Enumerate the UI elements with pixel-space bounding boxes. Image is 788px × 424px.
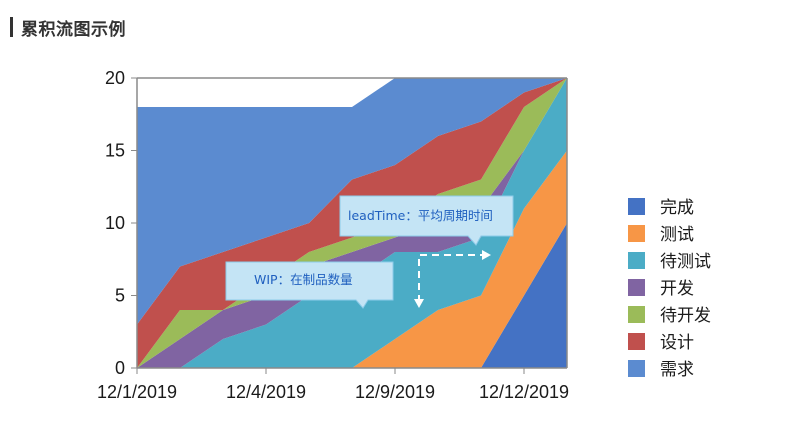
legend-label-4: 待开发 xyxy=(660,306,711,326)
legend-swatch-3 xyxy=(628,279,645,296)
wip-callout xyxy=(225,261,394,309)
area-series-0 xyxy=(137,223,567,368)
wip-arrowhead-icon xyxy=(414,299,424,308)
annotation-callouts: leadTime：平均周期时间 WIP：在制品数量 xyxy=(225,195,514,309)
leadtime-callout-text: leadTime：平均周期时间 xyxy=(348,208,493,223)
y-tick-label-0: 0 xyxy=(115,358,125,378)
legend-label-5: 设计 xyxy=(660,333,694,353)
legend-swatch-0 xyxy=(628,198,645,215)
legend-swatch-4 xyxy=(628,306,645,323)
y-tick-label-2: 10 xyxy=(105,213,125,233)
y-tick-label-3: 15 xyxy=(105,141,125,161)
leadtime-callout xyxy=(339,195,514,246)
legend-swatch-2 xyxy=(628,252,645,269)
legend-label-2: 待测试 xyxy=(660,252,711,272)
y-tick-label-1: 5 xyxy=(115,286,125,306)
area-series-1 xyxy=(137,150,567,368)
x-tick-label-0: 12/1/2019 xyxy=(97,382,177,402)
leadtime-arrowhead-icon xyxy=(482,250,491,260)
area-series-6 xyxy=(137,78,567,325)
x-tick-label-3: 12/12/2019 xyxy=(479,382,569,402)
legend-swatch-1 xyxy=(628,225,645,242)
page-title: 累积流图示例 xyxy=(21,19,126,40)
x-tick-label-1: 12/4/2019 xyxy=(226,382,306,402)
area-series-2 xyxy=(137,78,567,368)
x-tick-label-2: 12/9/2019 xyxy=(355,382,435,402)
header-accent-bar xyxy=(10,17,13,37)
y-tick-label-4: 20 xyxy=(105,68,125,88)
legend-label-0: 完成 xyxy=(660,198,694,218)
section-header: 累积流图示例 xyxy=(10,14,126,40)
legend-swatch-5 xyxy=(628,333,645,350)
chart-axes: 0 5 10 15 20 12/1/2019 12/4/2019 12/9/2019 12/12… xyxy=(97,68,569,402)
legend-label-1: 测试 xyxy=(660,225,694,245)
wip-callout-text: WIP：在制品数量 xyxy=(254,272,353,287)
leadtime-arrow-line xyxy=(418,254,483,302)
annotation-arrows xyxy=(414,250,491,308)
legend-label-3: 开发 xyxy=(660,279,694,299)
legend-label-6: 需求 xyxy=(660,360,694,380)
legend-swatch-6 xyxy=(628,360,645,377)
